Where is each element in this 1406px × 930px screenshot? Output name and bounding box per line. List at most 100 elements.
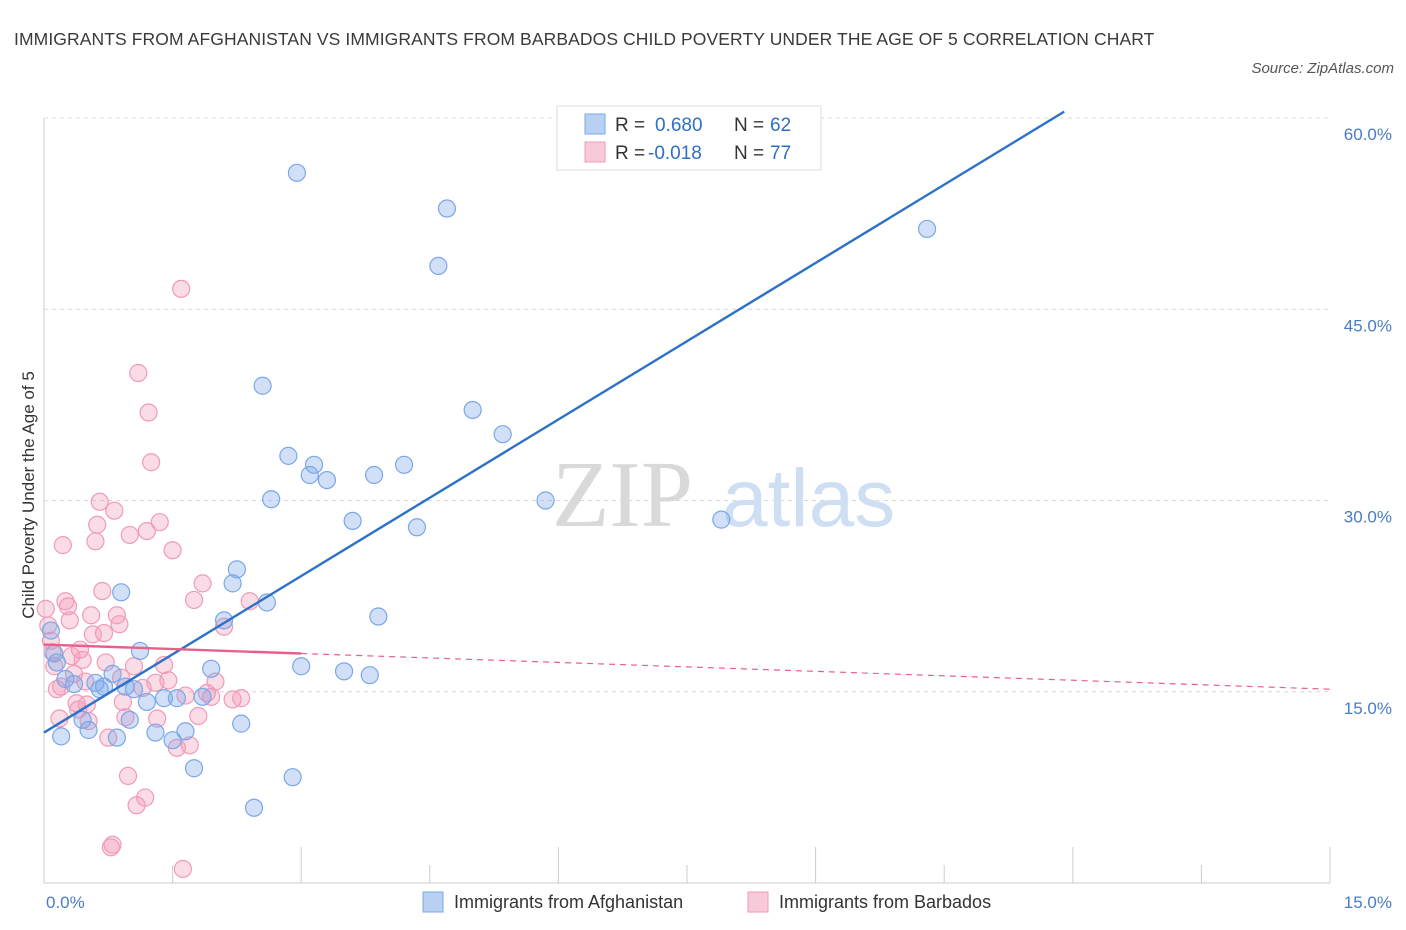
barbados-point-10 (58, 597, 78, 616)
bottom-legend-swatch-afghanistan (422, 891, 444, 913)
afghanistan-point-7 (79, 720, 98, 740)
afghanistan-point-51 (463, 400, 482, 420)
afghanistan-point-5 (64, 674, 84, 694)
afghanistan-point-20 (154, 689, 174, 708)
barbados-point-28 (96, 653, 115, 672)
afghanistan-point-45 (364, 465, 384, 485)
legend-r-value-barbados: -0.018 (648, 143, 702, 164)
afghanistan-point-44 (360, 666, 379, 685)
barbados-point-24 (88, 515, 107, 534)
barbados-point-31 (103, 835, 122, 854)
legend-swatch-barbados (584, 141, 606, 163)
afghanistan-point-40 (304, 455, 324, 474)
afghanistan-point-26 (202, 659, 221, 678)
legend-swatch-afghanistan (584, 113, 606, 135)
afghanistan-point-37 (287, 163, 307, 182)
barbados-point-8 (53, 536, 72, 555)
legend-n-value-barbados: 77 (770, 143, 791, 164)
barbados-point-23 (86, 532, 105, 551)
barbados-point-25 (90, 492, 109, 511)
afghanistan-point-28 (223, 574, 242, 593)
axes (43, 118, 1331, 884)
afghanistan-point-4 (56, 669, 75, 689)
afghanistan-point-17 (130, 641, 150, 661)
y-tick-label-1: 30.0% (1344, 508, 1392, 527)
afghanistan-point-11 (103, 664, 122, 684)
afghanistan-point-34 (262, 490, 281, 509)
barbados-point-58 (180, 736, 199, 755)
y-axis-label: Child Poverty Under the Age of 5 (19, 371, 38, 619)
bottom-legend-label-afghanistan: Immigrants from Afghanistan (454, 892, 683, 912)
bottom-legend-label-barbados: Immigrants from Barbados (779, 892, 991, 912)
afghanistan-point-6 (73, 710, 92, 729)
barbados-point-60 (189, 706, 208, 726)
barbados-point-32 (105, 501, 124, 520)
barbados-point-40 (124, 657, 144, 676)
bottom-legend-swatch-barbados (747, 891, 769, 913)
afghanistan-point-49 (429, 256, 448, 275)
afghanistan-point-30 (232, 714, 251, 733)
afghanistan-point-48 (407, 518, 427, 537)
x-tick-label-0: 0.0% (46, 893, 85, 912)
correlation-legend: R = 0.680 N = 62 R = -0.018 N = 77 (556, 105, 822, 171)
legend-r-label-afghanistan: R = (615, 115, 645, 136)
barbados-point-26 (93, 581, 112, 601)
afghanistan-point-54 (712, 510, 731, 529)
legend-n-label-afghanistan: N = (734, 115, 764, 136)
afghanistan-point-19 (146, 723, 165, 742)
barbados-point-50 (150, 513, 169, 532)
afghanistan-point-36 (283, 768, 302, 787)
barbados-point-52 (159, 671, 178, 690)
series-afghanistan-points (41, 163, 937, 817)
afghanistan-point-15 (120, 710, 139, 729)
legend-n-label-barbados: N = (734, 143, 764, 164)
y-tick-label-0: 15.0% (1344, 699, 1392, 718)
afghanistan-point-16 (124, 680, 144, 699)
afghanistan-point-3 (52, 727, 71, 746)
trendline-barbados-extension (301, 652, 1331, 690)
trendlines (43, 110, 1331, 734)
afghanistan-point-0 (41, 621, 60, 640)
series-barbados-points (36, 279, 259, 879)
afghanistan-point-38 (292, 657, 311, 676)
afghanistan-point-43 (343, 511, 362, 531)
barbados-point-34 (110, 615, 129, 634)
barbados-point-0 (36, 599, 55, 618)
barbados-point-56 (173, 859, 192, 879)
barbados-point-61 (193, 574, 212, 593)
chart-source: Source: ZipAtlas.com (1251, 60, 1394, 77)
barbados-point-38 (118, 766, 138, 786)
barbados-point-67 (232, 689, 251, 708)
afghanistan-point-42 (334, 662, 354, 681)
barbados-point-39 (120, 525, 139, 545)
barbados-point-42 (129, 363, 148, 383)
bottom-legend: Immigrants from Afghanistan Immigrants f… (422, 891, 991, 913)
watermark-atlas: atlas (722, 453, 895, 544)
barbados-point-17 (73, 650, 92, 669)
afghanistan-point-52 (493, 425, 512, 444)
trendline-barbados (43, 643, 302, 655)
afghanistan-point-22 (167, 689, 186, 708)
afghanistan-point-23 (176, 722, 195, 741)
afghanistan-point-53 (536, 491, 555, 510)
afghanistan-point-12 (107, 728, 126, 747)
barbados-point-47 (142, 453, 161, 472)
afghanistan-point-25 (193, 687, 212, 706)
afghanistan-point-18 (137, 692, 156, 712)
afghanistan-point-24 (184, 759, 204, 778)
legend-r-value-afghanistan: 0.680 (655, 115, 703, 136)
trendline-afghanistan (43, 110, 1065, 734)
y-tick-label-2: 45.0% (1344, 316, 1392, 335)
barbados-point-46 (139, 403, 158, 422)
barbados-point-45 (137, 521, 156, 541)
afghanistan-point-46 (369, 607, 388, 626)
barbados-point-55 (172, 279, 191, 298)
barbados-point-9 (56, 592, 75, 611)
afghanistan-point-35 (279, 446, 298, 465)
watermark-zip: ZIP (552, 443, 693, 547)
chart-title: IMMIGRANTS FROM AFGHANISTAN VS IMMIGRANT… (14, 29, 1155, 49)
afghanistan-point-13 (112, 583, 131, 602)
x-tick-labels: 0.0% 15.0% (46, 893, 1392, 912)
legend-r-label-barbados: R = (615, 143, 645, 164)
legend-n-value-afghanistan: 62 (770, 115, 791, 136)
